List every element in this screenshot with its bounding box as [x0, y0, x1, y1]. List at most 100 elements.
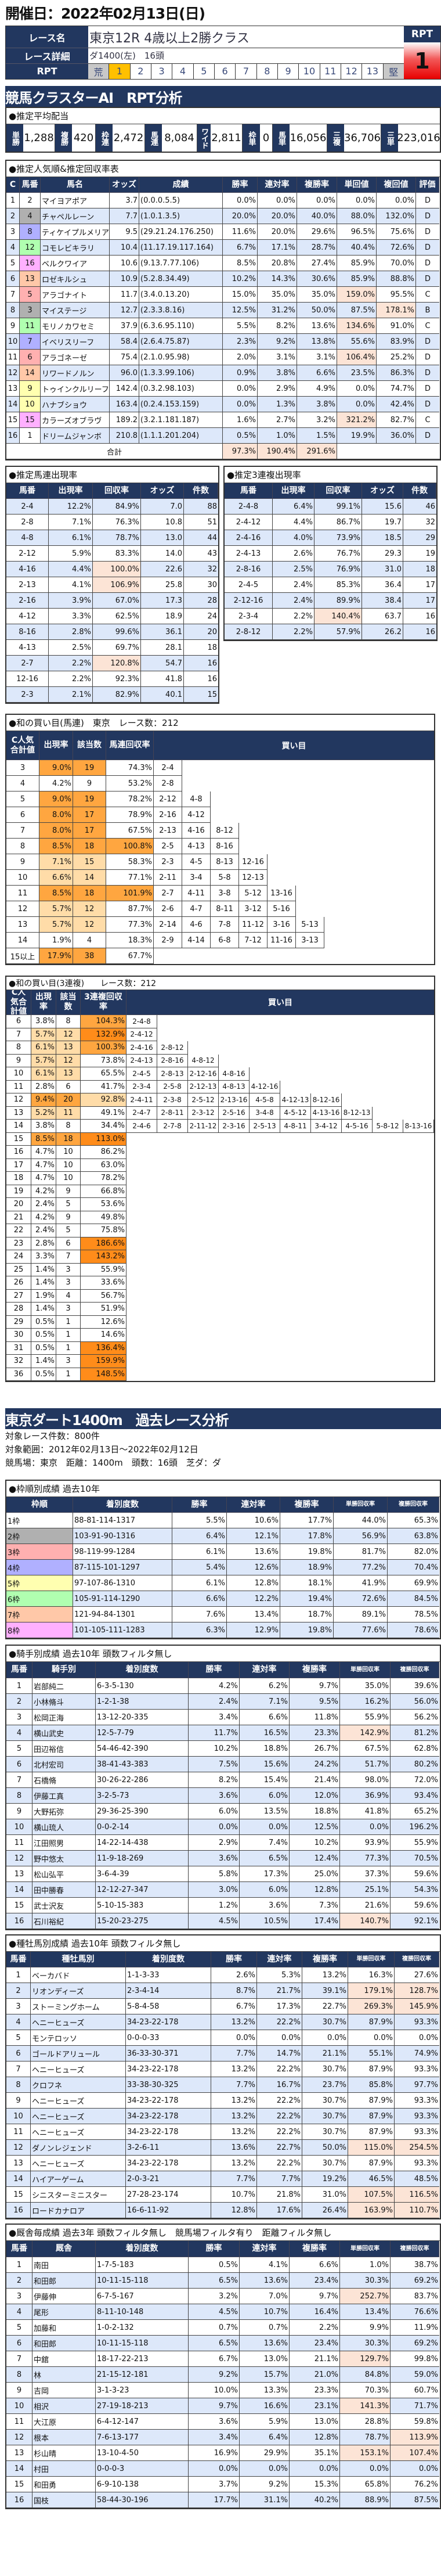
table-row[interactable]: 2-4-13 2.6% 76.7% 29.3 19 [225, 546, 436, 562]
table-row[interactable]: 12 14 リワードノルン 96.0 (1.3.3.99.106) 0.9% 3.8% 6.6… [6, 365, 440, 381]
table-row[interactable]: 5 16 ベルクワイア 10.6 (9.13.7.77.106) 8.5% 20.8% 27.… [6, 256, 440, 271]
table-row[interactable]: 16 4.7% 10 86.2% [6, 1146, 434, 1159]
table-row[interactable]: 10 横山琉人 0-0-2-14 0.0% 0.0% 12.5% 0.0% 196.2% [6, 1819, 440, 1835]
table-row[interactable]: 8枠 101-105-111-1283 6.3% 12.9% 19.8% 77.6% 78.… [6, 1622, 440, 1638]
table-row[interactable]: 2-4-5 2.4% 85.3% 36.4 17 [225, 577, 436, 593]
table-row[interactable]: 2-8 7.1% 76.3% 10.8 51 [6, 515, 218, 530]
table-row[interactable]: 28 1.4% 3 51.9% [6, 1303, 434, 1316]
table-row[interactable]: 8 8.5% 18 100.8% 2-5 4-13 8-16 [6, 839, 434, 854]
table-row[interactable]: 14 ハイアーゲーム 2-0-3-21 7.7% 7.7% 19.2% 46.5% 48.5% [6, 2171, 440, 2187]
table-row[interactable]: 5 9.0% 19 78.2% 2-12 4-8 [6, 791, 434, 807]
table-row[interactable]: 3 ストーミングホーム 5-8-4-58 6.7% 17.3% 22.7% 269.3% 14… [6, 1999, 440, 2014]
table-row[interactable]: 3 9.0% 19 74.3% 2-4 [6, 760, 434, 776]
table-row[interactable]: 21 4.2% 9 49.8% [6, 1211, 434, 1224]
table-row[interactable]: 14 村田 0-0-0-3 0.0% 0.0% 0.0% 0.0% 0.0% [6, 2461, 440, 2477]
table-row[interactable]: 6 8.0% 17 78.9% 2-16 4-12 [6, 807, 434, 823]
table-row[interactable]: 14 3.8% 8 34.4% 2-4-6 2-7-8 2-11-12 2-3-16 2-5-1… [6, 1120, 434, 1133]
table-row[interactable]: 15 8.5% 18 113.0% [6, 1132, 434, 1146]
table-row[interactable]: 27 1.9% 4 56.7% [6, 1289, 434, 1303]
table-row[interactable]: 9 ヘニーヒューズ 34-23-22-178 13.2% 22.2% 30.7% 87.9%… [6, 2093, 440, 2109]
table-row[interactable]: 11 ヘニーヒューズ 34-23-22-178 13.2% 22.2% 30.7% 87.9… [6, 2124, 440, 2140]
table-row[interactable]: 2-12 5.9% 83.3% 14.0 43 [6, 546, 218, 562]
table-row[interactable]: 4-16 4.4% 100.0% 22.6 32 [6, 562, 218, 577]
table-row[interactable]: 9 5.7% 12 73.8% 2-4-13 2-8-16 4-8-12 [6, 1054, 434, 1067]
table-row[interactable]: 20 2.4% 5 53.6% [6, 1198, 434, 1211]
table-row[interactable]: 5 加藤和 1-0-2-132 0.7% 0.7% 2.2% 9.9% 11.9% [6, 2320, 440, 2336]
table-row[interactable]: 32 1.4% 3 159.9% [6, 1355, 434, 1368]
table-row[interactable]: 4 4.2% 9 53.2% 2-8 [6, 776, 434, 791]
table-row[interactable]: 2枠 103-91-90-1316 6.4% 12.1% 17.8% 56.9% 63.8% [6, 1528, 440, 1544]
table-row[interactable]: 2-4-12 4.4% 86.7% 19.7 32 [225, 515, 436, 530]
table-row[interactable]: 13 松山弘平 3-6-4-39 5.8% 17.3% 25.0% 37.3% 59.6% [6, 1866, 440, 1882]
table-row[interactable]: 5 モンテロッソ 0-0-0-33 0.0% 0.0% 0.0% 0.0% 0.0% [6, 2030, 440, 2046]
table-row[interactable]: 6 和田郎 10-11-15-118 6.5% 13.6% 23.4% 30.3% 69.2% [6, 2336, 440, 2351]
table-row[interactable]: 10 6.1% 13 65.5% 2-4-5 2-8-13 2-12-16 4-8-16 [6, 1067, 434, 1081]
table-row[interactable]: 8 林 21-15-12-181 9.2% 15.7% 21.0% 84.8% 59.0% [6, 2367, 440, 2383]
table-row[interactable]: 2 リオンディーズ 2-3-4-14 8.7% 21.7% 39.1% 179.1% 128.… [6, 1983, 440, 1999]
table-row[interactable]: 12 9.4% 20 92.8% 2-4-11 2-3-8 2-5-12 2-13-16 4-5… [6, 1093, 434, 1107]
table-row[interactable]: 12 5.7% 12 87.7% 2-6 4-7 8-11 3-12 5-16 [6, 901, 434, 917]
table-row[interactable]: 15 武士沢友 5-10-15-383 1.2% 3.6% 7.3% 21.6% 59.6% [6, 1898, 440, 1913]
table-row[interactable]: 7枠 121-94-84-1301 7.6% 13.4% 18.7% 89.1% 78.5% [6, 1607, 440, 1622]
table-row[interactable]: 1枠 88-81-114-1317 5.5% 10.6% 17.7% 44.0% 65.3% [6, 1513, 440, 1528]
table-row[interactable]: 2-4-8 6.4% 99.1% 15.6 46 [225, 499, 436, 515]
table-row[interactable]: 15以上 17.9% 38 67.7% [6, 948, 434, 964]
table-row[interactable]: 13 9 トゥインクルリーフ 142.4 (0.3.2.98.103) 0.0% 2.9% 4… [6, 381, 440, 397]
table-row[interactable]: 2-8-12 2.2% 57.9% 26.2 16 [225, 624, 436, 640]
table-row[interactable]: 26 1.4% 3 33.6% [6, 1276, 434, 1290]
table-row[interactable]: 2-3-4 2.2% 140.4% 63.7 16 [225, 609, 436, 624]
table-row[interactable]: 13 5.2% 11 49.1% 2-4-7 2-8-11 2-3-12 2-5-16 3-4-… [6, 1106, 434, 1120]
table-row[interactable]: 4 横山武史 12-5-7-79 11.7% 16.5% 23.3% 142.9% 81.2% [6, 1725, 440, 1741]
table-row[interactable]: 13 ヘニーヒューズ 34-23-22-178 13.2% 22.2% 30.7% 87.9… [6, 2156, 440, 2171]
table-row[interactable]: 3 伊藤伸 6-7-5-167 3.2% 7.0% 9.7% 252.7% 83.7% [6, 2289, 440, 2304]
table-row[interactable]: 7 中舘 18-17-22-213 6.7% 13.0% 21.1% 129.7% 99.8% [6, 2351, 440, 2367]
table-row[interactable]: 23 2.8% 6 186.6% [6, 1237, 434, 1250]
table-row[interactable]: 15 和田勇 6-9-10-138 3.7% 9.2% 15.3% 65.8% 76.2% [6, 2477, 440, 2492]
table-row[interactable]: 12-16 2.2% 92.3% 41.8 16 [6, 671, 218, 687]
table-row[interactable]: 8 3 マイステージ 12.7 (2.3.3.8.16) 12.5% 31.2% 50.0% 8… [6, 303, 440, 318]
table-row[interactable]: 1 ベーカバド 1-1-3-33 2.6% 5.3% 13.2% 16.3% 27.6% [6, 1967, 440, 1983]
table-row[interactable]: 11 大江原 6-4-12-147 3.6% 5.9% 13.0% 28.8% 59.8% [6, 2414, 440, 2430]
table-row[interactable]: 16 1 ドリームジャンボ 210.8 (1.1.1.201.204) 0.5% 1.0% 1… [6, 428, 440, 444]
table-row[interactable]: 2 和田郎 10-11-15-118 6.5% 13.6% 23.4% 30.3% 69.2% [6, 2273, 440, 2289]
table-row[interactable]: 9 7.1% 15 58.3% 2-3 4-5 8-13 12-16 [6, 854, 434, 870]
table-row[interactable]: 14 10 ハナブショウ 163.4 (0.2.4.153.159) 0.0% 1.3% 3.… [6, 397, 440, 412]
table-row[interactable]: 2-16 3.9% 67.0% 17.3 28 [6, 593, 218, 609]
table-row[interactable]: 7 石橋脩 30-26-22-286 8.2% 15.4% 21.4% 98.0% 72.0% [6, 1772, 440, 1788]
table-row[interactable]: 8 伊藤工真 3-2-5-73 3.6% 6.0% 12.0% 36.9% 93.4% [6, 1788, 440, 1804]
table-row[interactable]: 12 ダノンレジェンド 3-2-6-11 13.6% 22.7% 50.0% 115.0% 2… [6, 2140, 440, 2156]
table-row[interactable]: 9 11 モリノカワセミ 37.9 (6.3.6.95.110) 5.5% 8.2% 13.6… [6, 318, 440, 334]
table-row[interactable]: 1 南田 1-7-5-183 0.5% 4.1% 6.6% 1.0% 38.7% [6, 2257, 440, 2273]
table-row[interactable]: 4 12 コモレビキラリ 10.4 (11.17.19.117.164) 6.7% 17.1… [6, 240, 440, 256]
table-row[interactable]: 2-12-16 2.4% 89.9% 38.4 17 [225, 593, 436, 609]
table-row[interactable]: 12 根本 7-6-13-177 3.4% 6.4% 12.8% 78.7% 113.9% [6, 2430, 440, 2445]
table-row[interactable]: 10 7 イベリスリーフ 58.4 (2.6.4.75.87) 2.3% 9.2% 13.8%… [6, 334, 440, 350]
table-row[interactable]: 10 ヘニーヒューズ 34-23-22-178 13.2% 22.2% 30.7% 87.9… [6, 2109, 440, 2124]
table-row[interactable]: 3 8 ティケイプルメリア 9.5 (29.21.24.176.250) 11.6% 20.… [6, 224, 440, 240]
table-row[interactable]: 3枠 98-119-99-1284 6.1% 13.6% 19.8% 81.7% 82.0% [6, 1544, 440, 1560]
table-row[interactable]: 15 15 カラーズオブラヴ 189.2 (3.2.1.181.187) 1.6% 2.7%… [6, 412, 440, 428]
table-row[interactable]: 2-4-16 4.0% 73.9% 18.5 29 [225, 530, 436, 546]
table-row[interactable]: 4 ヘニーヒューズ 34-23-22-178 13.2% 22.2% 30.7% 87.9%… [6, 2014, 440, 2030]
table-row[interactable]: 7 8.0% 17 67.5% 2-13 4-16 8-12 [6, 823, 434, 839]
table-row[interactable]: 4-8 6.1% 78.7% 13.0 44 [6, 530, 218, 546]
table-row[interactable]: 7 ヘニーヒューズ 34-23-22-178 13.2% 22.2% 30.7% 87.9%… [6, 2061, 440, 2077]
table-row[interactable]: 9 大野拓弥 29-36-25-390 6.0% 13.5% 18.8% 41.8% 65.2… [6, 1804, 440, 1819]
table-row[interactable]: 31 0.5% 1 136.4% [6, 1341, 434, 1355]
table-row[interactable]: 13 杉山晴 13-10-4-50 16.9% 29.9% 35.1% 153.1% 107.… [6, 2445, 440, 2461]
table-row[interactable]: 7 5 アラゴナイト 11.7 (3.4.0.13.20) 15.0% 35.0% 35.0%… [6, 287, 440, 303]
table-row[interactable]: 10 6.6% 14 77.1% 2-11 3-4 5-8 12-13 [6, 870, 434, 886]
table-row[interactable]: 1 岩部純二 6-3-5-130 4.2% 6.2% 9.7% 35.0% 39.6% [6, 1678, 440, 1694]
table-row[interactable]: 25 1.4% 3 55.9% [6, 1263, 434, 1276]
table-row[interactable]: 13 5.7% 12 77.3% 2-14 4-6 7-8 11-12 3-16 5-13 [6, 917, 434, 933]
table-row[interactable]: 14 田中勝春 12-12-27-347 3.0% 6.0% 12.8% 25.1% 54.3… [6, 1882, 440, 1898]
table-row[interactable]: 5 田辺裕信 54-46-42-390 10.2% 18.8% 26.7% 67.5% 62.… [6, 1741, 440, 1757]
table-row[interactable]: 11 江田照男 14-22-14-438 2.9% 7.4% 10.2% 93.9% 55.9… [6, 1835, 440, 1851]
table-row[interactable]: 29 0.5% 1 12.6% [6, 1315, 434, 1329]
table-row[interactable]: 24 3.3% 7 143.2% [6, 1250, 434, 1264]
table-row[interactable]: 12 野中悠太 11-9-18-269 3.6% 6.5% 12.4% 77.3% 70.5% [6, 1851, 440, 1866]
table-row[interactable]: 14 1.9% 4 18.3% 2-9 4-14 6-8 7-12 11-16 3-13 [6, 933, 434, 948]
table-row[interactable]: 6枠 105-91-114-1290 6.6% 12.2% 19.4% 72.6% 84.5… [6, 1591, 440, 1607]
table-row[interactable]: 10 相沢 27-19-18-213 9.7% 16.6% 23.1% 141.3% 71.7… [6, 2398, 440, 2414]
table-row[interactable]: 18 4.7% 10 78.2% [6, 1172, 434, 1185]
